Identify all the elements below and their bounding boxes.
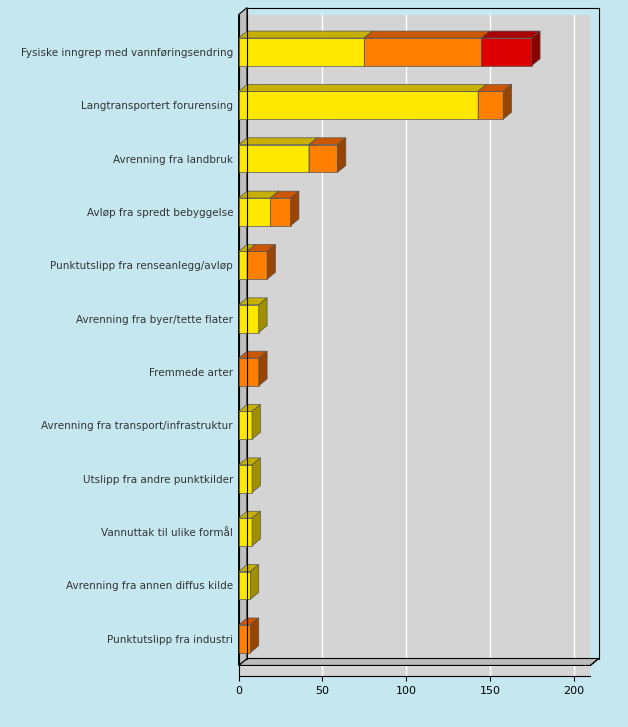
Polygon shape xyxy=(239,351,267,358)
Polygon shape xyxy=(482,31,490,65)
Polygon shape xyxy=(478,84,487,119)
Polygon shape xyxy=(259,351,267,386)
Polygon shape xyxy=(271,191,299,198)
Bar xyxy=(364,38,482,65)
Polygon shape xyxy=(252,458,261,493)
Polygon shape xyxy=(239,7,247,665)
Polygon shape xyxy=(478,84,512,92)
Polygon shape xyxy=(291,191,299,226)
Polygon shape xyxy=(252,404,261,439)
Bar xyxy=(239,198,271,226)
Polygon shape xyxy=(239,458,261,465)
Polygon shape xyxy=(259,298,267,332)
Polygon shape xyxy=(309,138,317,172)
Bar xyxy=(482,38,532,65)
Polygon shape xyxy=(239,659,598,665)
Polygon shape xyxy=(239,565,259,571)
Polygon shape xyxy=(247,244,276,252)
Polygon shape xyxy=(251,618,259,653)
Bar xyxy=(239,305,259,332)
Polygon shape xyxy=(337,138,346,172)
Polygon shape xyxy=(271,191,279,226)
Polygon shape xyxy=(239,191,279,198)
Polygon shape xyxy=(239,84,487,92)
Bar xyxy=(239,252,247,279)
Polygon shape xyxy=(532,31,540,65)
Polygon shape xyxy=(251,565,259,599)
Polygon shape xyxy=(482,31,540,38)
Polygon shape xyxy=(309,138,346,145)
Polygon shape xyxy=(239,404,261,411)
Polygon shape xyxy=(239,298,267,305)
Bar xyxy=(247,252,267,279)
Bar xyxy=(309,145,337,172)
Bar xyxy=(239,571,251,599)
Polygon shape xyxy=(239,138,317,145)
Polygon shape xyxy=(247,244,256,279)
Polygon shape xyxy=(267,244,276,279)
Polygon shape xyxy=(239,244,256,252)
Polygon shape xyxy=(239,511,261,518)
Bar xyxy=(239,145,309,172)
Bar xyxy=(478,92,503,119)
Bar xyxy=(239,465,252,493)
Polygon shape xyxy=(252,511,261,546)
Polygon shape xyxy=(364,31,372,65)
Bar xyxy=(239,411,252,439)
Bar xyxy=(239,92,478,119)
Polygon shape xyxy=(364,31,490,38)
Bar xyxy=(239,625,251,653)
Bar xyxy=(239,358,259,386)
Bar xyxy=(239,38,364,65)
Polygon shape xyxy=(239,31,372,38)
Bar xyxy=(271,198,291,226)
Polygon shape xyxy=(239,618,259,625)
Polygon shape xyxy=(503,84,512,119)
Bar xyxy=(239,518,252,546)
